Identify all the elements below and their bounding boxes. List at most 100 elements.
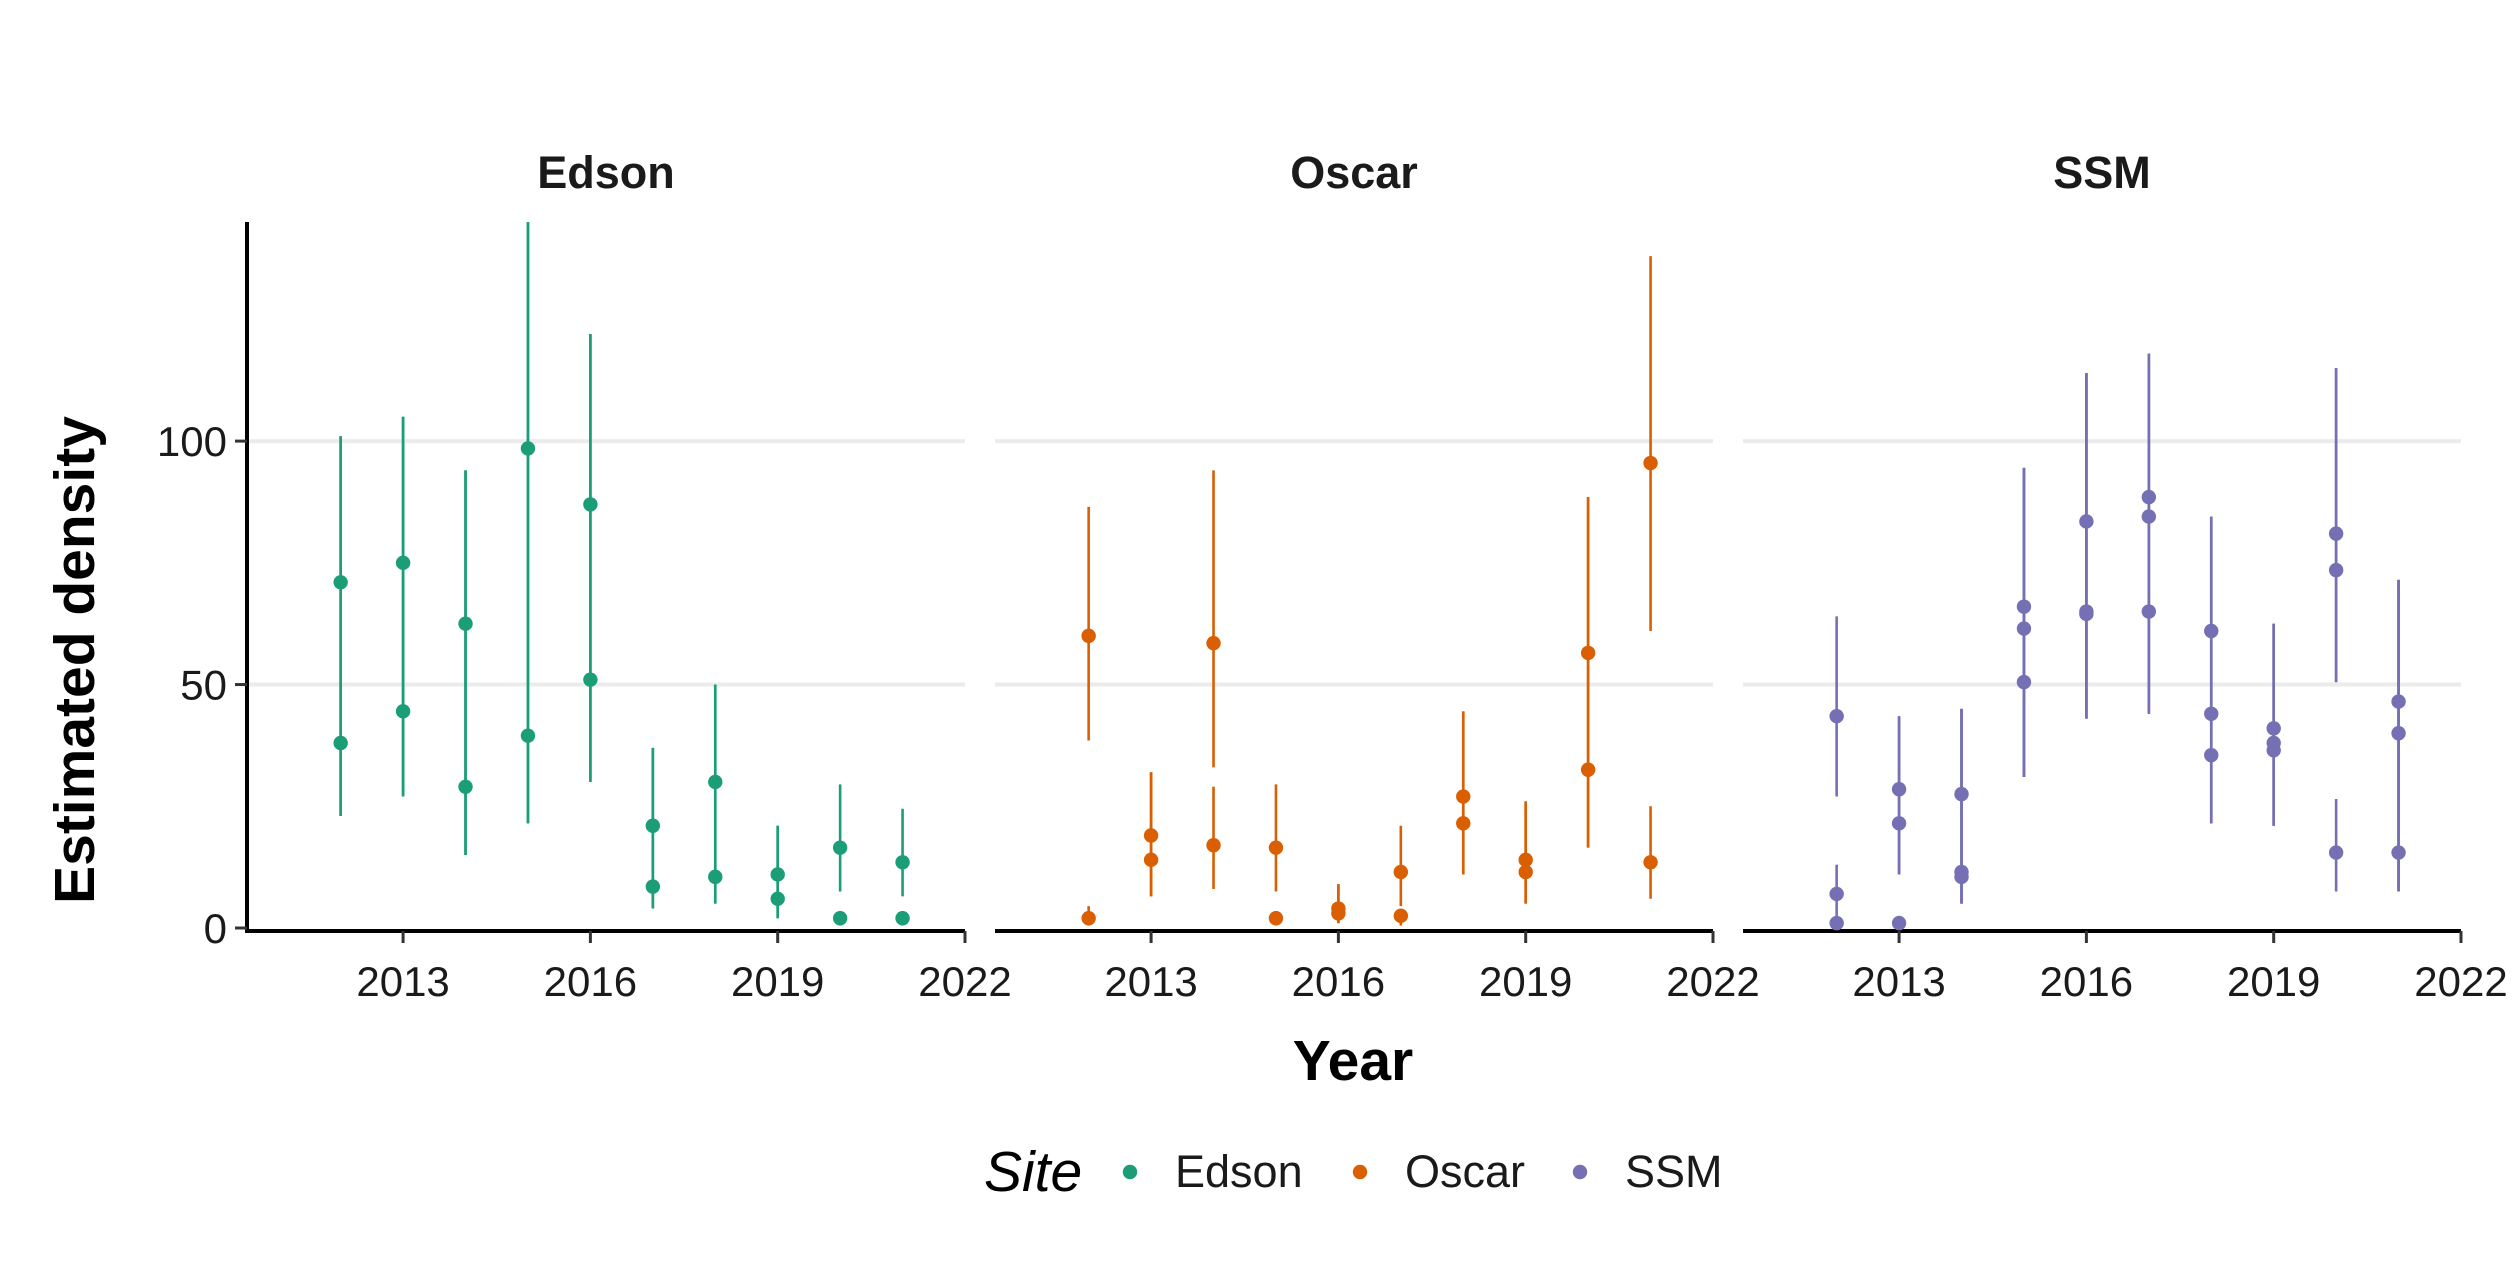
data-point [333, 735, 348, 751]
panel-title: SSM [2053, 147, 2151, 198]
legend-title: Site [984, 1140, 1082, 1204]
data-point [1393, 864, 1409, 880]
panel-oscar: Oscar 2013 2016 2019 2022 [995, 147, 1760, 1005]
data-point [2141, 489, 2157, 505]
data-point [2016, 599, 2032, 614]
data-point [708, 869, 723, 885]
legend-label: Oscar [1405, 1146, 1525, 1197]
data-point [1580, 645, 1596, 661]
data-point [2391, 694, 2406, 709]
legend-label: SSM [1625, 1146, 1723, 1197]
x-tick-label: 2016 [1292, 958, 1385, 1005]
data-point [1891, 915, 1907, 931]
x-axis-title: Year [1293, 1029, 1413, 1093]
data-point [520, 441, 536, 456]
y-tick-label: 0 [204, 905, 227, 952]
data-point [333, 575, 348, 590]
x-tick-label: 2019 [731, 958, 824, 1005]
data-point [895, 855, 910, 870]
data-point [1268, 840, 1284, 855]
data-point [1580, 762, 1596, 777]
data-point [2266, 743, 2281, 758]
legend-item-ssm: SSM [1572, 1146, 1723, 1197]
data-point [2141, 604, 2157, 619]
data-point [1829, 709, 1844, 724]
data-point [1456, 816, 1471, 831]
data-point [458, 616, 473, 631]
legend-label: Edson [1175, 1146, 1303, 1197]
data-point [2079, 606, 2094, 622]
y-tick-label: 100 [157, 418, 227, 465]
x-tick-label: 2016 [544, 958, 637, 1005]
x-tick-label: 2013 [1852, 958, 1945, 1005]
data-point [1456, 789, 1471, 804]
data-point [2328, 526, 2344, 541]
data-point [395, 704, 411, 719]
data-point [1518, 864, 1533, 880]
data-point [1206, 635, 1221, 651]
panels-layer: Edson 2013 2016 2019 2022 0 50 100 Oscar 2013 2016… [157, 147, 2508, 1005]
data-point [895, 911, 910, 926]
legend-item-oscar: Oscar [1352, 1146, 1525, 1197]
data-point [708, 774, 723, 790]
x-tick-label: 2022 [1666, 958, 1759, 1005]
data-point [583, 672, 598, 687]
panel-title: Oscar [1290, 147, 1418, 198]
data-point [395, 555, 411, 571]
data-point [2391, 845, 2406, 860]
x-tick-label: 2019 [2227, 958, 2320, 1005]
panel-ssm: SSM 2013 2016 2019 2022 [1743, 147, 2508, 1005]
data-point [1518, 852, 1533, 868]
data-point [1829, 886, 1844, 902]
data-point [2204, 706, 2219, 721]
data-point [2204, 623, 2219, 639]
data-point [832, 840, 848, 855]
x-tick-label: 2013 [356, 958, 449, 1005]
x-tick-label: 2013 [1104, 958, 1197, 1005]
data-point [1829, 915, 1844, 931]
legend-key [1572, 1164, 1588, 1180]
data-point [770, 891, 785, 906]
data-point [1331, 906, 1346, 921]
data-point [1643, 855, 1658, 870]
data-point [1081, 911, 1096, 926]
legend-key [1352, 1164, 1368, 1180]
x-tick-label: 2016 [2040, 958, 2133, 1005]
data-point [1393, 908, 1409, 924]
x-tick-label: 2022 [2414, 958, 2507, 1005]
data-point [1081, 628, 1096, 644]
legend-item-edson: Edson [1122, 1146, 1303, 1197]
data-point [1891, 816, 1907, 831]
data-point [832, 911, 848, 926]
data-point [2141, 509, 2157, 524]
data-point [2328, 845, 2344, 860]
panel-edson: Edson 2013 2016 2019 2022 0 50 100 [157, 147, 1012, 1005]
y-tick-label: 50 [180, 662, 227, 709]
data-point [2266, 721, 2281, 736]
data-point [2016, 674, 2032, 690]
data-point [520, 728, 536, 743]
data-point [1143, 828, 1159, 843]
x-tick-label: 2019 [1479, 958, 1572, 1005]
legend: Site Edson Oscar SSM [984, 1140, 1723, 1204]
data-point [2204, 747, 2219, 763]
data-point [1268, 911, 1284, 926]
data-point [1954, 869, 1969, 885]
data-point [645, 879, 661, 894]
data-point [2016, 621, 2032, 636]
data-point [770, 867, 785, 882]
data-point [2391, 726, 2406, 741]
data-point [1206, 838, 1221, 853]
data-point [1643, 455, 1658, 471]
data-point [1891, 782, 1907, 797]
panel-title: Edson [537, 147, 675, 198]
y-axis-title: Estimated density [43, 416, 107, 904]
legend-items: Edson Oscar SSM [1122, 1146, 1723, 1197]
data-point [1143, 852, 1159, 868]
data-point [583, 497, 598, 512]
data-point [2328, 562, 2344, 578]
data-point [458, 779, 473, 794]
data-point [2079, 514, 2094, 529]
